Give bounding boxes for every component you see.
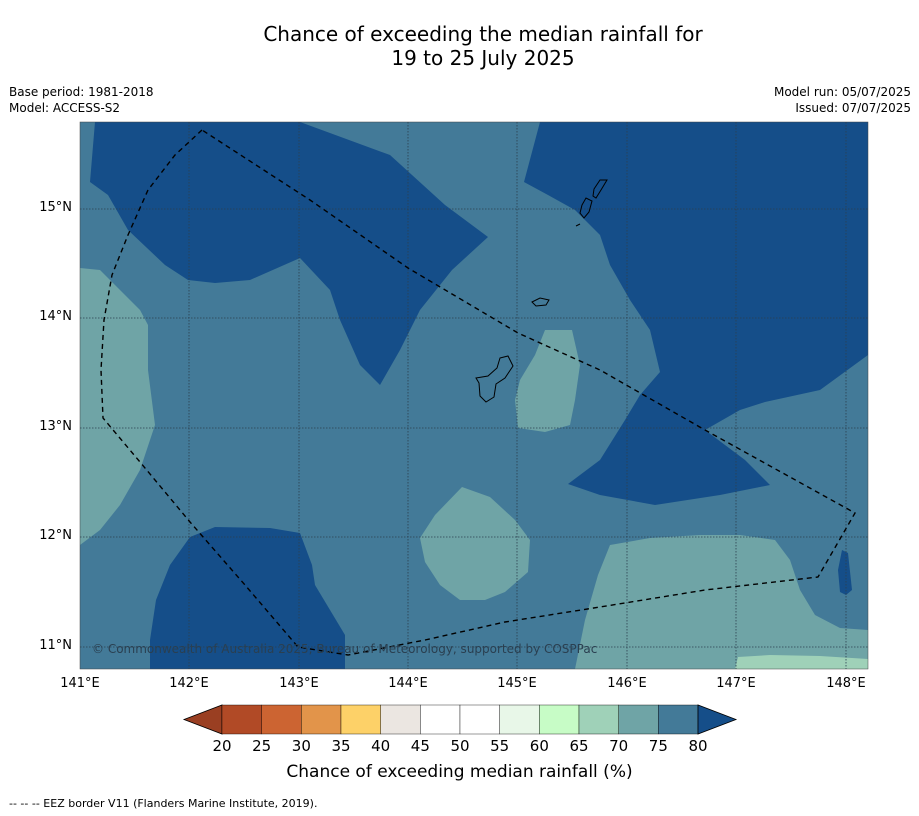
- colorbar-swatch-40-45: [380, 704, 421, 735]
- colorbar-tick-40: 40: [371, 737, 391, 755]
- lon-tick-141: 141°E: [60, 676, 100, 691]
- region-above-80-sw: [150, 527, 345, 669]
- issued-date: Issued: 07/07/2025: [795, 101, 911, 115]
- region-70-75-centre: [515, 330, 580, 432]
- eez-legend: -- -- -- EEZ border V11 (Flanders Marine…: [9, 797, 318, 810]
- colorbar-swatch-55-60: [499, 704, 540, 735]
- colorbar-tick-25: 25: [252, 737, 272, 755]
- colorbar-swatch-65-70: [578, 704, 619, 735]
- region-70-75-south: [420, 487, 530, 600]
- colorbar-tick-30: 30: [291, 737, 311, 755]
- colorbar-under-arrow: [182, 704, 223, 735]
- colorbar-swatch-45-50: [420, 704, 461, 735]
- region-70-75-west: [80, 268, 155, 545]
- colorbar-tick-75: 75: [648, 737, 668, 755]
- colorbar-tick-70: 70: [609, 737, 629, 755]
- lon-tick-143: 143°E: [279, 676, 319, 691]
- colorbar-label: Chance of exceeding median rainfall (%): [286, 762, 633, 782]
- title-line-2: 19 to 25 July 2025: [391, 46, 575, 70]
- colorbar-tick-45: 45: [410, 737, 430, 755]
- graticule: [80, 122, 868, 669]
- lon-tick-148: 148°E: [826, 676, 866, 691]
- lon-tick-146: 146°E: [607, 676, 647, 691]
- lat-tick-15: 15°N: [39, 200, 72, 215]
- colorbar-swatch-35-40: [340, 704, 381, 735]
- lat-tick-11: 11°N: [39, 638, 72, 653]
- island-guam: [475, 355, 514, 403]
- title-line-1: Chance of exceeding the median rainfall …: [263, 22, 703, 46]
- island-tinian: [579, 197, 593, 219]
- island-saipan: [592, 179, 608, 199]
- colorbar-over-arrow: [697, 704, 738, 735]
- colorbar: [182, 704, 738, 735]
- region-above-80-ne: [524, 122, 868, 505]
- lon-tick-144: 144°E: [388, 676, 428, 691]
- lon-tick-147: 147°E: [716, 676, 756, 691]
- map-title: Chance of exceeding the median rainfall …: [0, 22, 919, 70]
- region-65-70-southeast: [735, 655, 868, 669]
- lat-tick-14: 14°N: [39, 309, 72, 324]
- eez-border: [100, 129, 856, 656]
- lon-tick-142: 142°E: [169, 676, 209, 691]
- map-area: [80, 122, 868, 669]
- lat-tick-13: 13°N: [39, 419, 72, 434]
- map-frame: [79, 121, 869, 670]
- model-name: Model: ACCESS-S2: [9, 101, 121, 115]
- lon-tick-145: 145°E: [497, 676, 537, 691]
- model-run: Model run: 05/07/2025: [773, 85, 911, 99]
- colorbar-tick-20: 20: [212, 737, 232, 755]
- colorbar-tick-80: 80: [688, 737, 708, 755]
- colorbar-tick-35: 35: [331, 737, 351, 755]
- meta-left: Base period: 1981-2018 Model: ACCESS-S2: [9, 84, 154, 116]
- lat-tick-12: 12°N: [39, 528, 72, 543]
- colorbar-swatch-70-75: [618, 704, 659, 735]
- island-rota: [531, 297, 550, 307]
- region-above-80-se: [838, 550, 852, 595]
- islands: [475, 179, 608, 403]
- region-70-75-southeast: [575, 535, 868, 669]
- colorbar-swatch-20-25: [221, 704, 262, 735]
- colorbar-swatch-50-55: [459, 704, 500, 735]
- colorbar-tick-65: 65: [569, 737, 589, 755]
- colorbar-tick-55: 55: [490, 737, 510, 755]
- colorbar-swatch-75-80: [658, 704, 699, 735]
- colorbar-swatch-60-65: [539, 704, 580, 735]
- copyright-text: © Commonwealth of Australia 2025, Bureau…: [92, 642, 598, 656]
- meta-right: Model run: 05/07/2025 Issued: 07/07/2025: [774, 84, 911, 116]
- colorbar-swatch-25-30: [261, 704, 302, 735]
- island-aguijan: [575, 223, 581, 227]
- base-period: Base period: 1981-2018: [9, 85, 154, 99]
- colorbar-swatch-30-35: [301, 704, 342, 735]
- colorbar-tick-50: 50: [450, 737, 470, 755]
- colorbar-tick-60: 60: [529, 737, 549, 755]
- region-above-80-nw: [90, 122, 488, 385]
